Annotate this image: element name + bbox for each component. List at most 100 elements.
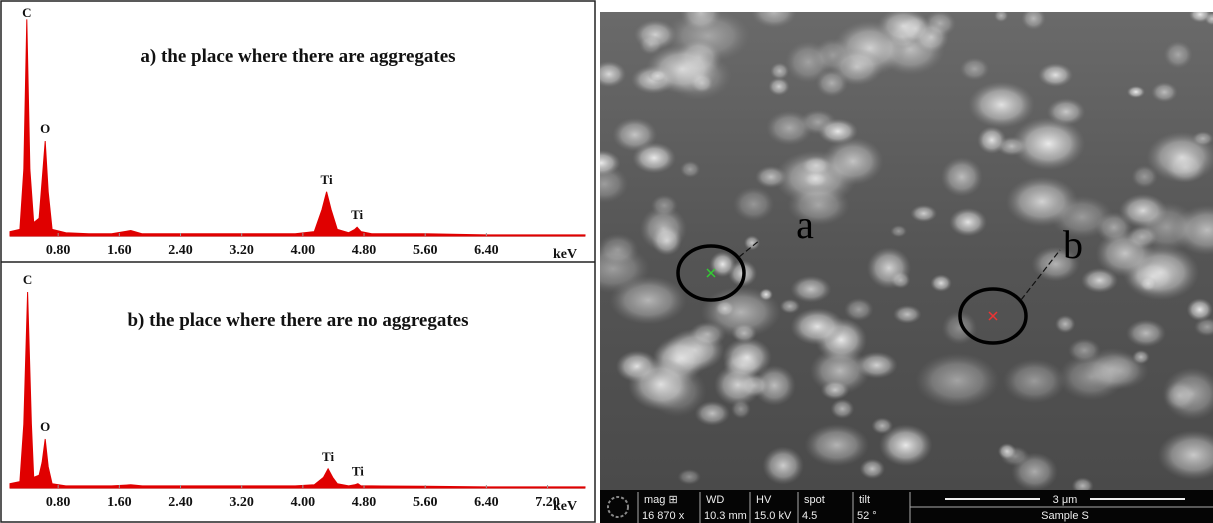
particle xyxy=(612,118,657,152)
particle xyxy=(977,126,1006,154)
particle xyxy=(818,118,858,144)
x-tick-label: 2.40 xyxy=(168,243,193,258)
particle xyxy=(1192,131,1213,146)
sem-image xyxy=(576,0,1213,494)
particle xyxy=(844,298,873,321)
particle xyxy=(628,358,693,411)
point-label: b xyxy=(1063,222,1083,267)
particle xyxy=(678,469,701,485)
x-tick-label: 6.40 xyxy=(474,495,499,510)
peak-label: O xyxy=(40,121,50,136)
particle xyxy=(860,459,885,479)
info-header: tilt xyxy=(859,494,870,506)
particle xyxy=(780,299,800,314)
particle xyxy=(1021,7,1045,30)
particle xyxy=(710,251,736,277)
particle xyxy=(871,417,893,434)
particle xyxy=(790,308,844,345)
x-tick-label: 3.20 xyxy=(229,495,254,510)
particle xyxy=(1151,82,1177,102)
figure: 0.80 1.60 2.40 3.20 4.00 4.80 5.60 6.40 keV a) th… xyxy=(0,0,1213,523)
particle xyxy=(610,276,687,325)
point-label: a xyxy=(796,202,814,247)
info-value: 10.3 mm xyxy=(704,510,747,522)
particle xyxy=(744,235,760,250)
particle xyxy=(960,57,990,80)
particle xyxy=(867,247,911,289)
particle xyxy=(665,52,732,100)
peak-label: Ti xyxy=(352,464,364,479)
particle xyxy=(821,380,850,399)
particle xyxy=(640,206,687,251)
x-tick-label: 5.60 xyxy=(413,243,438,258)
particle xyxy=(968,81,1035,128)
x-tick-label: 6.40 xyxy=(474,243,499,258)
particle xyxy=(1126,319,1166,347)
particle xyxy=(759,288,773,300)
x-axis-label: keV xyxy=(553,499,577,514)
particle xyxy=(949,208,987,237)
particle xyxy=(893,305,922,323)
particle xyxy=(1012,117,1085,170)
particle xyxy=(790,276,831,303)
info-value: 52 ° xyxy=(857,510,877,522)
particle xyxy=(930,274,952,291)
sample-label: Sample S xyxy=(1041,510,1089,522)
particle xyxy=(768,77,789,95)
particle xyxy=(1055,315,1075,333)
particle xyxy=(689,322,726,347)
particle xyxy=(805,424,869,466)
particle xyxy=(915,353,999,408)
peak-label: Ti xyxy=(351,207,363,222)
x-tick-label: 1.60 xyxy=(107,495,132,510)
particle xyxy=(1058,353,1125,400)
particle xyxy=(762,446,803,484)
scale-bar-label: 3 μm xyxy=(1053,494,1078,506)
particle xyxy=(592,61,626,87)
info-value: 4.5 xyxy=(802,510,817,522)
particle xyxy=(822,137,883,185)
particle xyxy=(597,234,639,265)
particle xyxy=(785,41,832,83)
x-tick-label: 1.60 xyxy=(107,243,132,258)
chart-title: a) the place where there are aggregates xyxy=(140,46,455,67)
particle xyxy=(1164,41,1193,69)
particle xyxy=(910,205,937,222)
x-tick-label: 4.00 xyxy=(291,243,316,258)
x-tick-label: 4.80 xyxy=(352,243,377,258)
particle xyxy=(941,157,983,197)
x-tick-label: 3.20 xyxy=(229,243,254,258)
particle xyxy=(1003,359,1066,403)
particle xyxy=(994,9,1008,22)
x-tick-label: 0.80 xyxy=(46,243,71,258)
particle xyxy=(695,401,730,426)
info-value: 15.0 kV xyxy=(754,510,792,522)
x-tick-label: 5.60 xyxy=(413,495,438,510)
x-tick-label: 2.40 xyxy=(168,495,193,510)
info-header: spot xyxy=(804,494,825,506)
particle xyxy=(766,111,813,146)
particle xyxy=(680,161,700,178)
x-tick-label: 0.80 xyxy=(46,495,71,510)
info-value: 16 870 x xyxy=(642,510,685,522)
particle xyxy=(890,225,907,237)
info-header: WD xyxy=(706,494,724,506)
x-tick-label: 4.00 xyxy=(291,495,316,510)
particle xyxy=(770,63,789,80)
particle xyxy=(1096,230,1155,277)
particle xyxy=(1187,298,1213,321)
particle xyxy=(1189,6,1211,22)
chart-title: b) the place where there are no aggregat… xyxy=(127,310,468,331)
particle xyxy=(715,300,735,317)
x-tick-label: 4.80 xyxy=(352,495,377,510)
peak-label: Ti xyxy=(321,172,333,187)
particle xyxy=(1038,63,1073,87)
particle xyxy=(1006,176,1078,226)
x-axis-label: keV xyxy=(553,247,577,262)
particle xyxy=(831,48,883,85)
particle xyxy=(1127,86,1145,98)
peak-label: C xyxy=(23,272,32,287)
info-header: HV xyxy=(756,494,772,506)
particle xyxy=(722,337,771,377)
peak-label: Ti xyxy=(322,449,334,464)
